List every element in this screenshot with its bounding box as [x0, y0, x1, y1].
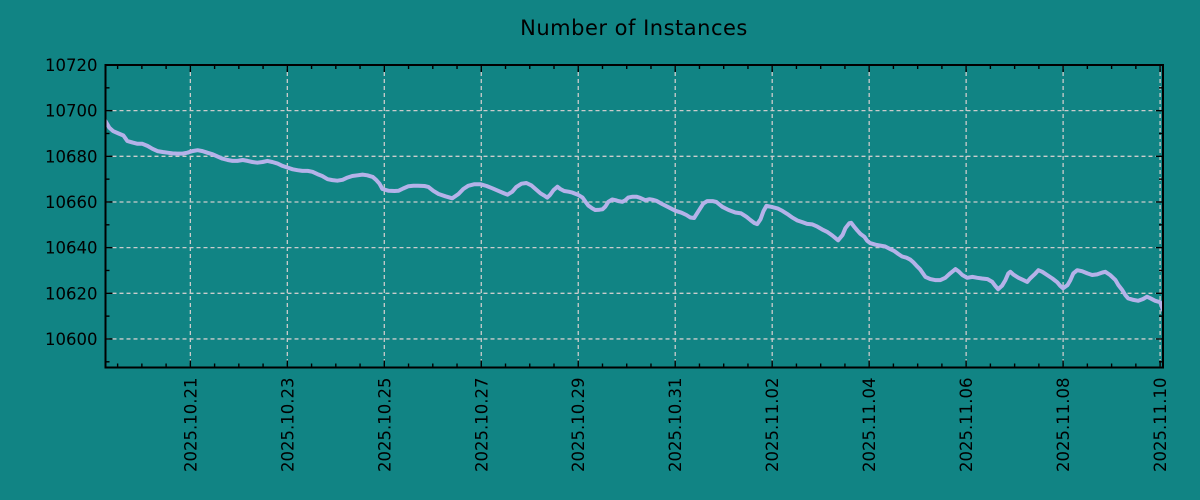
x-tick-label: 2025.11.04 — [860, 378, 879, 472]
data-line — [105, 119, 1163, 312]
x-tick-label: 2025.10.31 — [666, 378, 685, 472]
x-tick-label: 2025.10.25 — [375, 378, 394, 472]
chart-title: Number of Instances — [520, 16, 748, 40]
x-tick-label: 2025.10.29 — [569, 378, 588, 472]
y-tick-label: 10600 — [45, 330, 98, 349]
y-tick-label: 10720 — [45, 56, 98, 75]
y-tick-label: 10640 — [45, 239, 98, 258]
y-tick-label: 10620 — [45, 284, 98, 303]
y-tick-label: 10700 — [45, 102, 98, 121]
x-tick-label: 2025.11.06 — [957, 378, 976, 472]
y-tick-label: 10660 — [45, 193, 98, 212]
x-tick-label: 2025.11.02 — [763, 378, 782, 472]
x-tick-label: 2025.10.27 — [472, 378, 491, 472]
y-tick-label: 10680 — [45, 147, 98, 166]
x-tick-label: 2025.10.21 — [181, 378, 200, 472]
x-tick-label: 2025.10.23 — [278, 378, 297, 472]
plot-border — [104, 64, 1164, 369]
x-tick-label: 2025.11.10 — [1151, 378, 1170, 472]
x-tick-label: 2025.11.08 — [1054, 378, 1073, 472]
